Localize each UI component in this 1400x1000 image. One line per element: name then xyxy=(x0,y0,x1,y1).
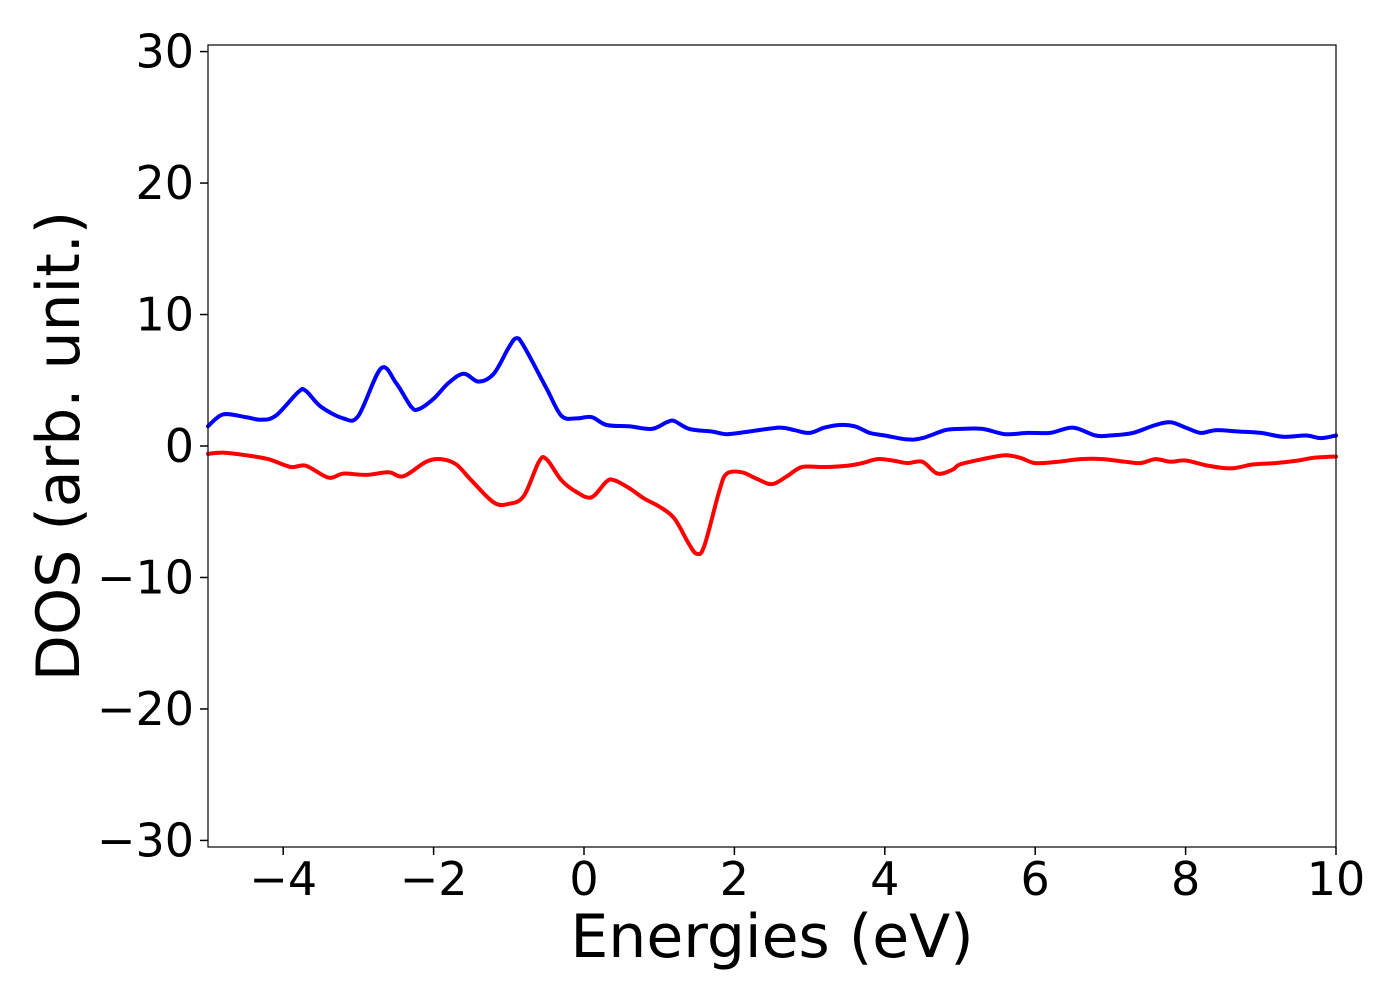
y-tick-label: 10 xyxy=(135,288,194,342)
x-tick-label: 6 xyxy=(1021,852,1050,906)
y-tick-label: 20 xyxy=(135,156,194,210)
x-axis: −4 −2 0 2 4 6 8 10 xyxy=(249,847,1365,906)
curves xyxy=(206,336,1338,557)
y-tick-label: −20 xyxy=(97,682,194,736)
x-tick-label: 10 xyxy=(1307,852,1366,906)
y-axis-label: DOS (arb. unit.) xyxy=(24,211,94,681)
x-axis-label: Energies (eV) xyxy=(570,902,973,972)
y-tick-label: −30 xyxy=(97,813,194,867)
y-axis: −30 −20 −10 0 10 20 30 xyxy=(97,25,208,867)
series-line-spin-down xyxy=(206,450,1338,557)
y-tick-label: 30 xyxy=(135,25,194,79)
plot-area xyxy=(208,45,1336,847)
x-tick-label: 0 xyxy=(569,852,598,906)
x-tick-label: −2 xyxy=(400,852,468,906)
x-tick-label: 8 xyxy=(1171,852,1200,906)
plot-frame xyxy=(207,44,1337,848)
series-line-spin-up xyxy=(206,336,1338,442)
y-tick-label: −10 xyxy=(97,550,194,604)
y-tick-label: 0 xyxy=(165,419,194,473)
x-tick-label: 4 xyxy=(870,852,899,906)
x-tick-label: −4 xyxy=(249,852,317,906)
x-tick-label: 2 xyxy=(720,852,749,906)
